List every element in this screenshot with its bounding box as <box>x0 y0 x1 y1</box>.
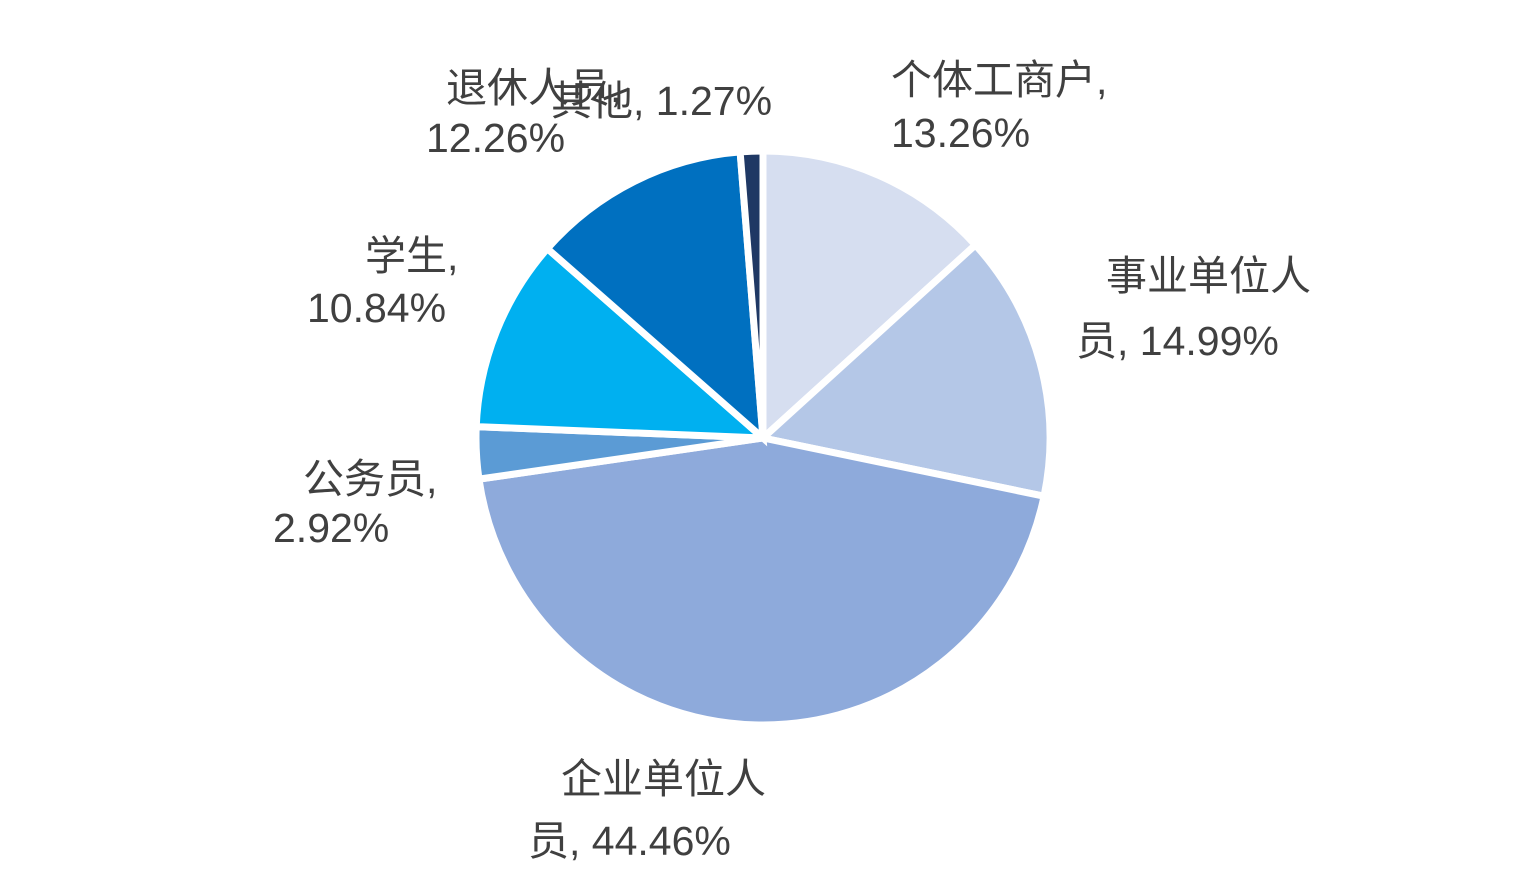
pie-slice-5 <box>472 243 773 442</box>
data-label-civil-servant-line2: 2.92% <box>273 505 390 551</box>
pie-slice-6 <box>542 148 768 447</box>
data-label-retired-line1: 退休人员, <box>446 65 622 111</box>
pie-slice-1 <box>759 147 981 446</box>
data-label-other-line1: 其他, 1.27% <box>551 78 773 124</box>
data-label-enterprise-line2: 员, 44.46% <box>528 818 731 864</box>
pie-slice-2 <box>755 240 1054 501</box>
data-label-public-institution-line1: 事业单位人 <box>1106 253 1311 299</box>
data-label-student-line2: 10.84% <box>307 285 447 331</box>
data-label-individual-business-line1: 个体工商户, <box>891 57 1108 103</box>
data-label-student-line1: 学生, <box>365 233 459 279</box>
pie-slice-7 <box>736 147 767 439</box>
pie-slice-3 <box>474 434 1049 729</box>
data-label-civil-servant-line1: 公务员, <box>303 456 438 502</box>
data-label-public-institution-line2: 员, 14.99% <box>1076 318 1279 364</box>
data-label-enterprise-line1: 企业单位人 <box>561 756 766 802</box>
data-label-individual-business-line2: 13.26% <box>891 110 1031 156</box>
data-label-retired-line2: 12.26% <box>426 115 566 161</box>
